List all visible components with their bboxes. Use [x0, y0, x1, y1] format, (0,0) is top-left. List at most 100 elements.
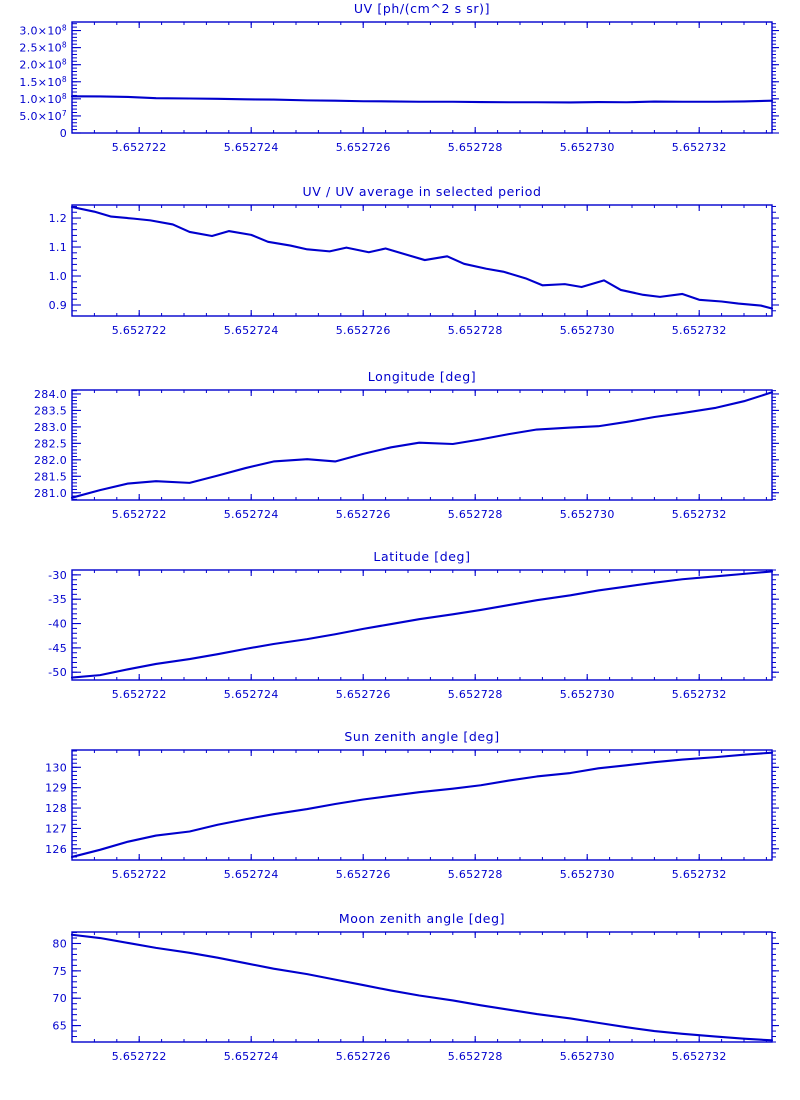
data-series-line	[70, 391, 774, 499]
x-tick-label: 5.652730	[560, 688, 615, 701]
y-axis-tick-labels: 65 70 75 80	[52, 937, 67, 1033]
x-tick-label: 5.652724	[224, 688, 279, 701]
y-tick-label: 128	[45, 802, 67, 815]
y-axis-ticks	[72, 205, 779, 312]
y-tick-label: -45	[48, 642, 67, 655]
x-tick-label: 5.652722	[112, 868, 167, 881]
x-tick-label: 5.652730	[560, 868, 615, 881]
x-axis-ticks	[71, 205, 767, 316]
y-tick-label: 65	[52, 1020, 67, 1033]
x-axis-tick-labels: 5.652722 5.652724 5.652726 5.652728 5.652730…	[112, 141, 727, 154]
x-tick-label: 5.652732	[672, 324, 727, 337]
y-axis-tick-labels: 126 127 128 129 130	[45, 761, 67, 855]
x-tick-label: 5.652722	[112, 324, 167, 337]
panel-title: Sun zenith angle [deg]	[344, 729, 499, 744]
plot-panel-uv-flux: UV [ph/(cm^2 s sr)] 5.652722 5.652724 5.652…	[0, 0, 800, 178]
x-tick-label: 5.652732	[672, 1050, 727, 1063]
y-tick-label: 75	[52, 965, 67, 978]
x-axis-tick-labels: 5.652722 5.652724 5.652726 5.652728 5.652730…	[112, 1050, 727, 1063]
x-tick-label: 5.652732	[672, 688, 727, 701]
x-tick-label: 5.652728	[448, 324, 503, 337]
y-tick-label: 1.0×108	[19, 92, 67, 106]
y-axis-ticks	[72, 23, 779, 134]
x-tick-label: 5.652722	[112, 688, 167, 701]
x-axis-ticks	[71, 932, 767, 1042]
x-axis-tick-labels: 5.652722 5.652724 5.652726 5.652728 5.652730…	[112, 508, 727, 521]
x-tick-label: 5.652724	[224, 324, 279, 337]
y-tick-label: -30	[48, 569, 67, 582]
y-tick-label: 0.9	[49, 299, 67, 312]
x-tick-label: 5.652726	[336, 1050, 391, 1063]
plot-frame	[71, 21, 773, 134]
y-axis-tick-labels: 281.0 281.5 282.0 282.5 283.0 283.5 284.0	[34, 388, 67, 500]
x-tick-label: 5.652722	[112, 141, 167, 154]
x-tick-label: 5.652728	[448, 868, 503, 881]
x-tick-label: 5.652724	[224, 1050, 279, 1063]
plot-panel-latitude: Latitude [deg] 5.652722 5.652724 5.652726 5.…	[0, 542, 800, 722]
plot-frame	[71, 931, 773, 1043]
y-tick-label: 126	[45, 843, 67, 856]
y-tick-label: 3.0×108	[19, 24, 67, 38]
y-tick-label: 281.5	[34, 470, 67, 483]
data-series-line	[70, 95, 774, 104]
y-tick-label: 80	[52, 937, 67, 950]
plot-frame	[71, 204, 773, 317]
x-tick-label: 5.652726	[336, 868, 391, 881]
data-series-line	[70, 751, 774, 858]
plot-panel-moon-zenith-angle: Moon zenith angle [deg] 5.652722 5.652724 5…	[0, 902, 800, 1100]
y-tick-label: 282.5	[34, 437, 67, 450]
panel-title: Latitude [deg]	[373, 549, 470, 564]
y-tick-label: 283.5	[34, 404, 67, 417]
data-series-line	[70, 933, 774, 1042]
y-tick-label: 0	[60, 127, 67, 140]
x-tick-label: 5.652728	[448, 688, 503, 701]
x-axis-ticks	[71, 570, 767, 680]
y-tick-label: 282.0	[34, 454, 67, 467]
y-tick-label: 281.0	[34, 487, 67, 500]
x-tick-label: 5.652726	[336, 508, 391, 521]
y-tick-label: -35	[48, 593, 67, 606]
y-tick-label: 2.5×108	[19, 41, 67, 55]
x-tick-label: 5.652732	[672, 141, 727, 154]
plot-frame	[71, 569, 773, 681]
x-tick-label: 5.652728	[448, 508, 503, 521]
panel-title: Moon zenith angle [deg]	[339, 911, 505, 926]
x-tick-label: 5.652722	[112, 1050, 167, 1063]
x-tick-label: 5.652724	[224, 141, 279, 154]
x-tick-label: 5.652726	[336, 141, 391, 154]
plot-frame	[71, 389, 773, 501]
x-axis-ticks	[71, 750, 767, 860]
x-axis-ticks	[71, 390, 767, 500]
panel-title: Longitude [deg]	[368, 369, 476, 384]
x-tick-label: 5.652724	[224, 868, 279, 881]
x-tick-label: 5.652728	[448, 1050, 503, 1063]
y-tick-label: 283.0	[34, 421, 67, 434]
x-axis-ticks	[71, 22, 767, 133]
y-tick-label: 127	[45, 822, 67, 835]
x-tick-label: 5.652730	[560, 141, 615, 154]
x-tick-label: 5.652732	[672, 508, 727, 521]
y-tick-label: 1.0	[49, 270, 67, 283]
x-tick-label: 5.652732	[672, 868, 727, 881]
y-tick-label: -40	[48, 618, 67, 631]
y-tick-label: 1.5×108	[19, 75, 67, 89]
plot-frame	[71, 749, 773, 861]
x-tick-label: 5.652726	[336, 324, 391, 337]
y-tick-label: 5.0×107	[19, 109, 67, 123]
x-tick-label: 5.652730	[560, 324, 615, 337]
panel-title: UV / UV average in selected period	[302, 184, 541, 199]
x-tick-label: 5.652728	[448, 141, 503, 154]
y-axis-tick-labels: -50 -45 -40 -35 -30	[48, 569, 67, 679]
y-axis-ticks	[72, 390, 779, 500]
y-tick-label: -50	[48, 666, 67, 679]
x-axis-tick-labels: 5.652722 5.652724 5.652726 5.652728 5.652730…	[112, 868, 727, 881]
y-axis-tick-labels: 0.9 1.0 1.1 1.2	[49, 212, 67, 312]
x-tick-label: 5.652730	[560, 1050, 615, 1063]
data-series-line	[70, 205, 774, 310]
y-tick-label: 1.2	[49, 212, 67, 225]
y-axis-tick-labels: 0 5.0×107 1.0×108 1.5×108 2.0×108 2.5×108 3.0×…	[19, 24, 67, 140]
y-tick-label: 129	[45, 782, 67, 795]
data-series-line	[70, 570, 774, 679]
y-tick-label: 130	[45, 761, 67, 774]
